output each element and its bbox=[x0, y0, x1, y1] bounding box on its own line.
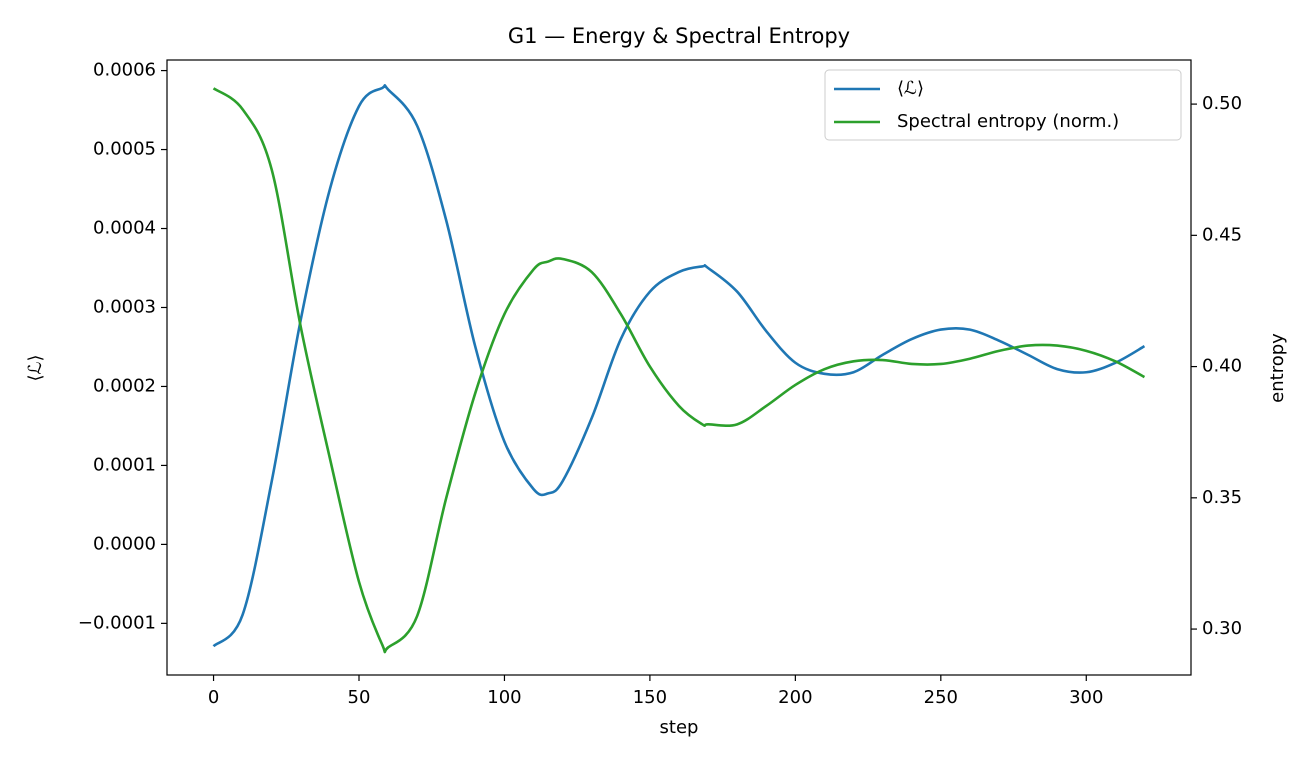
y2-tick-label: 0.45 bbox=[1202, 224, 1242, 245]
y-tick-label: 0.0006 bbox=[93, 60, 156, 81]
y-tick-label: 0.0004 bbox=[93, 218, 156, 239]
x-tick-label: 150 bbox=[633, 687, 667, 708]
y-tick-label: −0.0001 bbox=[78, 612, 156, 633]
chart-title: G1 — Energy & Spectral Entropy bbox=[508, 24, 850, 48]
y-tick-label: 0.0000 bbox=[93, 533, 156, 554]
x-tick-label: 50 bbox=[348, 687, 371, 708]
x-tick-label: 0 bbox=[208, 687, 219, 708]
legend-label: ⟨ℒ⟩ bbox=[897, 78, 924, 99]
legend-box bbox=[824, 69, 1182, 141]
y-tick-label: 0.0001 bbox=[93, 454, 156, 475]
y-tick-label: 0.0002 bbox=[93, 375, 156, 396]
y2-tick-label: 0.35 bbox=[1202, 487, 1242, 508]
y-tick-label: 0.0003 bbox=[93, 296, 156, 317]
x-tick-label: 100 bbox=[487, 687, 521, 708]
y-axis-label: ⟨ℒ⟩ bbox=[25, 354, 46, 381]
y-tick-label: 0.0005 bbox=[93, 139, 156, 160]
y2-tick-label: 0.50 bbox=[1202, 93, 1242, 114]
x-tick-label: 200 bbox=[778, 687, 812, 708]
x-tick-label: 300 bbox=[1069, 687, 1103, 708]
x-tick-label: 250 bbox=[924, 687, 958, 708]
series-line bbox=[212, 87, 1146, 654]
series-line bbox=[212, 84, 1146, 648]
x-axis-label: step bbox=[660, 717, 699, 738]
y2-tick-label: 0.30 bbox=[1202, 618, 1242, 639]
legend-label: Spectral entropy (norm.) bbox=[897, 111, 1119, 132]
y2-tick-label: 0.40 bbox=[1202, 356, 1242, 377]
plot-frame bbox=[166, 59, 1192, 676]
y2-axis-label: entropy bbox=[1267, 333, 1288, 403]
